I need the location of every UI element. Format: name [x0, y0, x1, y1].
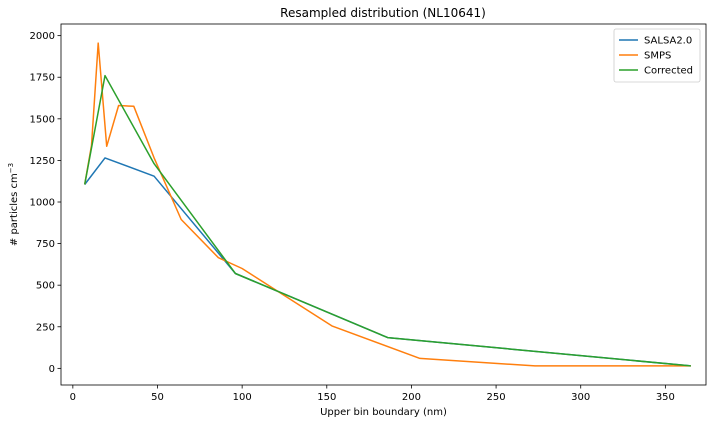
- series-line-salsa2-0: [84, 157, 691, 367]
- legend-label: SALSA2.0: [644, 36, 692, 47]
- y-tick-label: 750: [36, 239, 55, 250]
- y-tick-label: 500: [36, 281, 55, 292]
- x-tick-label: 300: [571, 392, 590, 403]
- y-tick-label: 1000: [30, 198, 55, 209]
- legend-box: [613, 28, 701, 83]
- plot-frame: [60, 23, 707, 386]
- x-tick-label: 100: [233, 392, 252, 403]
- y-axis-label-text: # particles cm: [9, 173, 20, 246]
- x-tick-label: 150: [317, 392, 336, 403]
- y-tick-label: 0: [49, 364, 55, 375]
- y-tick-label: 1250: [30, 156, 55, 167]
- y-tick-label: 250: [36, 322, 55, 333]
- legend-label: Corrected: [644, 66, 693, 77]
- y-tick-label: 2000: [30, 31, 55, 42]
- y-tick-label: 1500: [30, 114, 55, 125]
- y-axis: 0 250 500 750 1000 1250 1500 1750 2000: [30, 31, 61, 375]
- y-tick-label: 1750: [30, 73, 55, 84]
- y-axis-label: # particles cm−3: [7, 163, 20, 246]
- x-axis: 0 50 100 150 200 250 300 350: [70, 385, 675, 403]
- legend-label: SMPS: [644, 51, 671, 62]
- x-axis-label: Upper bin boundary (nm): [320, 407, 447, 418]
- x-tick-label: 350: [656, 392, 675, 403]
- x-tick-label: 250: [487, 392, 506, 403]
- x-tick-label: 200: [402, 392, 421, 403]
- series-line-corrected: [83, 74, 691, 367]
- x-tick-label: 0: [70, 392, 76, 403]
- legend: SALSA2.0 SMPS Corrected: [613, 28, 701, 83]
- x-tick-label: 50: [151, 392, 164, 403]
- plot-area: [83, 42, 691, 367]
- series-line-smps: [83, 42, 691, 367]
- chart-title: Resampled distribution (NL10641): [280, 6, 486, 20]
- y-axis-label-superscript: −3: [7, 163, 15, 173]
